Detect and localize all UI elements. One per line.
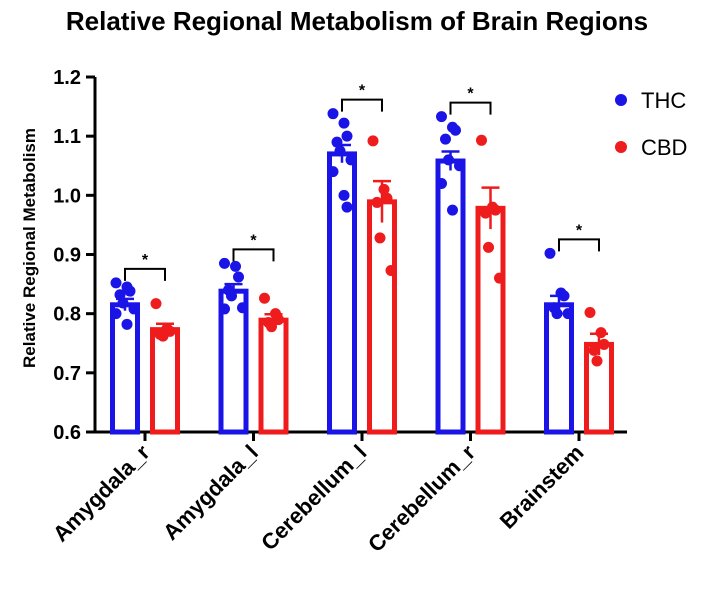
data-point-cbd — [378, 183, 390, 195]
significance-label: * — [142, 252, 149, 269]
data-point-cbd — [595, 327, 607, 339]
bar-thc — [435, 158, 466, 435]
data-point-cbd — [273, 314, 284, 326]
x-tick-label: Cerebellum_r — [363, 440, 480, 557]
data-point-thc — [551, 308, 563, 320]
significance-label: * — [359, 83, 366, 100]
data-point-thc — [341, 130, 353, 142]
y-axis-label: Relative Regional Metabolism — [20, 128, 39, 368]
data-point-cbd — [266, 321, 277, 333]
data-point-thc — [121, 318, 133, 330]
significance-label: * — [576, 222, 583, 239]
data-point-thc — [327, 166, 339, 178]
data-point-thc — [128, 303, 140, 315]
data-point-thc — [440, 133, 451, 145]
legend-label-cbd: CBD — [641, 135, 687, 160]
data-point-cbd — [490, 204, 501, 216]
data-point-cbd — [150, 298, 162, 310]
data-point-thc — [331, 136, 343, 148]
bar-cbd — [150, 327, 180, 435]
significance-bracket — [449, 101, 492, 115]
data-point-cbd — [476, 134, 487, 146]
data-point-thc — [454, 160, 465, 172]
significance-label: * — [467, 86, 474, 103]
data-point-thc — [447, 204, 458, 216]
bar-thc — [544, 302, 574, 435]
data-point-thc — [450, 124, 461, 136]
data-point-cbd — [598, 338, 610, 350]
data-point-cbd — [371, 196, 383, 208]
data-point-cbd — [367, 135, 379, 147]
data-point-thc — [334, 145, 346, 157]
data-point-thc — [226, 290, 237, 302]
x-axis: Amygdala_r Amygdala_lCerebellum_lCerebell… — [48, 430, 627, 557]
data-point-thc — [110, 277, 122, 289]
significance-brackets: * * * * * — [124, 83, 600, 281]
y-axis: 0.6 0.7 0.8 0.9 1.0 1.1 1.2 — [53, 67, 97, 444]
y-tick-label: 1.2 — [53, 67, 81, 89]
data-point-thc — [345, 154, 357, 166]
data-point-thc — [124, 285, 136, 297]
significance-label: * — [250, 232, 257, 249]
data-point-cbd — [494, 272, 505, 284]
bars — [110, 143, 614, 435]
data-point-cbd — [381, 192, 393, 204]
data-point-thc — [233, 271, 244, 283]
chart-title: Relative Regional Metabolism of Brain Re… — [65, 6, 649, 36]
data-point-cbd — [588, 344, 600, 356]
data-point-thc — [443, 154, 454, 166]
data-point-thc — [544, 247, 556, 259]
data-point-thc — [219, 303, 230, 315]
data-point-cbd — [385, 264, 397, 276]
data-point-thc — [117, 297, 129, 309]
x-tick-label: Cerebellum_l — [256, 440, 371, 555]
y-tick-label: 0.6 — [53, 422, 81, 444]
data-point-cbd — [584, 306, 596, 318]
y-tick-label: 0.7 — [53, 363, 81, 385]
legend-label-thc: THC — [641, 88, 686, 113]
significance-bracket — [341, 98, 383, 112]
data-point-cbd — [374, 232, 386, 244]
data-points — [110, 108, 610, 367]
bar-cbd — [475, 205, 506, 435]
data-point-cbd — [157, 330, 169, 342]
data-point-thc — [237, 302, 248, 314]
data-point-thc — [327, 108, 339, 120]
y-tick-label: 0.9 — [53, 245, 81, 267]
x-tick-label: Amygdala_r — [48, 440, 155, 547]
data-point-thc — [110, 308, 122, 320]
significance-bracket — [232, 248, 275, 262]
data-point-cbd — [480, 207, 491, 219]
y-tick-label: 1.0 — [53, 185, 81, 207]
significance-bracket — [124, 267, 166, 281]
data-point-cbd — [483, 241, 494, 253]
bar-cbd — [258, 317, 289, 435]
legend-marker-thc — [615, 94, 627, 106]
legend: THC CBD — [615, 88, 687, 160]
x-tick-label: Brainstem — [495, 440, 589, 534]
data-point-cbd — [259, 292, 270, 304]
y-tick-label: 1.1 — [53, 126, 81, 148]
significance-bracket — [558, 238, 600, 252]
data-point-thc — [436, 178, 447, 189]
data-point-cbd — [591, 355, 603, 367]
data-point-thc — [558, 290, 570, 302]
data-point-thc — [341, 201, 353, 213]
legend-marker-cbd — [615, 141, 627, 153]
data-point-thc — [338, 117, 350, 129]
y-tick-label: 0.8 — [53, 304, 81, 326]
x-tick-label: Amygdala_l — [158, 440, 263, 545]
data-point-thc — [230, 260, 241, 272]
data-point-thc — [436, 111, 447, 123]
data-point-thc — [114, 289, 126, 301]
data-point-thc — [219, 257, 230, 269]
data-point-thc — [338, 189, 350, 201]
data-point-thc — [562, 308, 574, 320]
